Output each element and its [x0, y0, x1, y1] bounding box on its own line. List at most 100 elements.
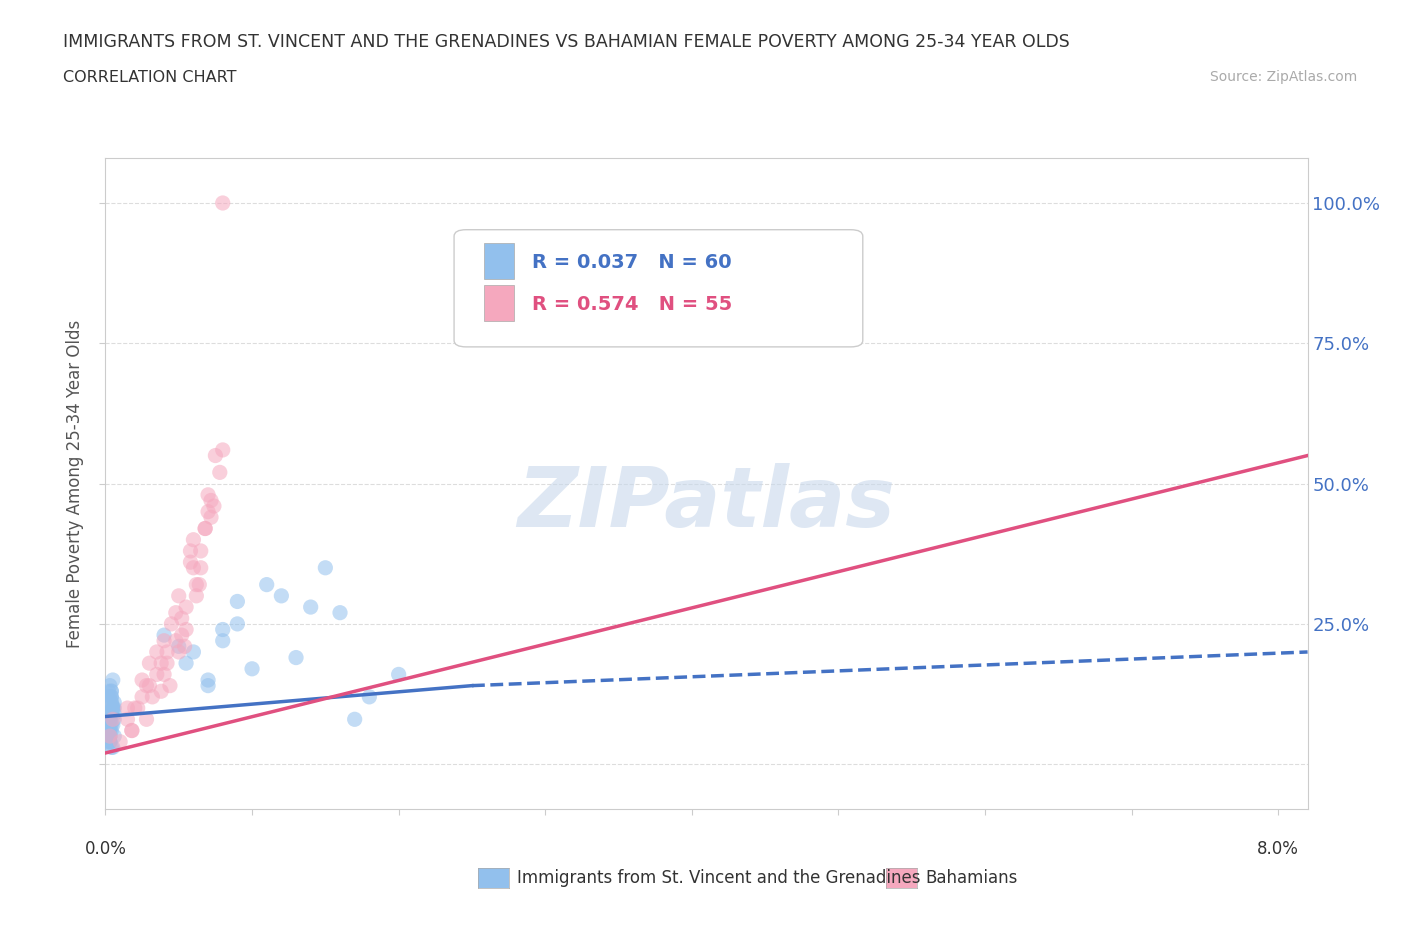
Text: 8.0%: 8.0%: [1257, 840, 1299, 857]
Point: [194, 521, 217, 536]
Point: [100, 689, 122, 704]
Point: [359, 689, 381, 704]
Point: [97, 706, 120, 721]
Text: 0.0%: 0.0%: [84, 840, 127, 857]
Point: [153, 628, 176, 643]
Point: [186, 589, 208, 604]
Text: Source: ZipAtlas.com: Source: ZipAtlas.com: [1209, 70, 1357, 84]
Point: [190, 561, 212, 576]
Point: [314, 561, 336, 576]
Point: [150, 656, 173, 671]
Point: [299, 600, 322, 615]
Point: [190, 543, 212, 558]
Point: [98, 678, 121, 693]
Point: [211, 443, 233, 458]
Point: [103, 706, 125, 721]
Point: [135, 678, 157, 693]
Point: [98, 735, 121, 750]
Point: [101, 700, 124, 715]
Point: [186, 578, 208, 592]
Point: [117, 711, 139, 726]
Point: [153, 633, 176, 648]
Point: [183, 561, 205, 576]
Text: IMMIGRANTS FROM ST. VINCENT AND THE GRENADINES VS BAHAMIAN FEMALE POVERTY AMONG : IMMIGRANTS FROM ST. VINCENT AND THE GREN…: [63, 33, 1070, 50]
Point: [153, 667, 176, 682]
Point: [179, 554, 201, 569]
Point: [197, 487, 219, 502]
Point: [138, 656, 160, 671]
Point: [160, 617, 183, 631]
Point: [211, 633, 233, 648]
Point: [204, 448, 226, 463]
Text: R = 0.037   N = 60: R = 0.037 N = 60: [533, 253, 733, 272]
Point: [121, 724, 143, 738]
Point: [103, 729, 125, 744]
Point: [121, 724, 143, 738]
Point: [101, 740, 124, 755]
Point: [127, 700, 149, 715]
Point: [226, 594, 249, 609]
Point: [174, 600, 197, 615]
Point: [97, 706, 120, 721]
Point: [197, 504, 219, 519]
Point: [101, 672, 124, 687]
Point: [343, 711, 366, 726]
Point: [98, 735, 121, 750]
Point: [131, 689, 153, 704]
Point: [211, 622, 233, 637]
Point: [98, 711, 121, 726]
Point: [97, 706, 120, 721]
Point: [97, 729, 120, 744]
Point: [170, 628, 193, 643]
Point: [329, 605, 352, 620]
Point: [98, 717, 121, 732]
Point: [285, 650, 308, 665]
Point: [202, 498, 225, 513]
Point: [108, 735, 131, 750]
Point: [208, 465, 231, 480]
Point: [240, 661, 263, 676]
Point: [174, 622, 197, 637]
Point: [165, 633, 187, 648]
Point: [98, 735, 121, 750]
Point: [103, 711, 125, 726]
Point: [101, 717, 124, 732]
Text: CORRELATION CHART: CORRELATION CHART: [63, 70, 236, 85]
Point: [159, 678, 181, 693]
Point: [156, 656, 179, 671]
Point: [174, 656, 197, 671]
Point: [103, 700, 125, 715]
Point: [100, 689, 122, 704]
Point: [97, 724, 120, 738]
Point: [179, 543, 201, 558]
Point: [100, 684, 122, 698]
Point: [194, 521, 217, 536]
Point: [173, 639, 195, 654]
Point: [98, 729, 121, 744]
Point: [97, 689, 120, 704]
Point: [165, 605, 187, 620]
Point: [211, 195, 233, 210]
Bar: [484, 285, 515, 321]
Bar: [484, 243, 515, 279]
Point: [145, 667, 167, 682]
Point: [197, 672, 219, 687]
Point: [145, 644, 167, 659]
Point: [197, 678, 219, 693]
Point: [98, 729, 121, 744]
Text: R = 0.574   N = 55: R = 0.574 N = 55: [533, 295, 733, 314]
Point: [97, 684, 120, 698]
Point: [150, 684, 173, 698]
Y-axis label: Female Poverty Among 25-34 Year Olds: Female Poverty Among 25-34 Year Olds: [66, 320, 84, 647]
Point: [100, 695, 122, 710]
Point: [98, 729, 121, 744]
Point: [124, 700, 146, 715]
Point: [188, 578, 211, 592]
Point: [183, 644, 205, 659]
Text: ZIPatlas: ZIPatlas: [517, 462, 896, 544]
Point: [226, 617, 249, 631]
Point: [117, 700, 139, 715]
Point: [167, 639, 190, 654]
Point: [388, 667, 411, 682]
Point: [200, 493, 222, 508]
